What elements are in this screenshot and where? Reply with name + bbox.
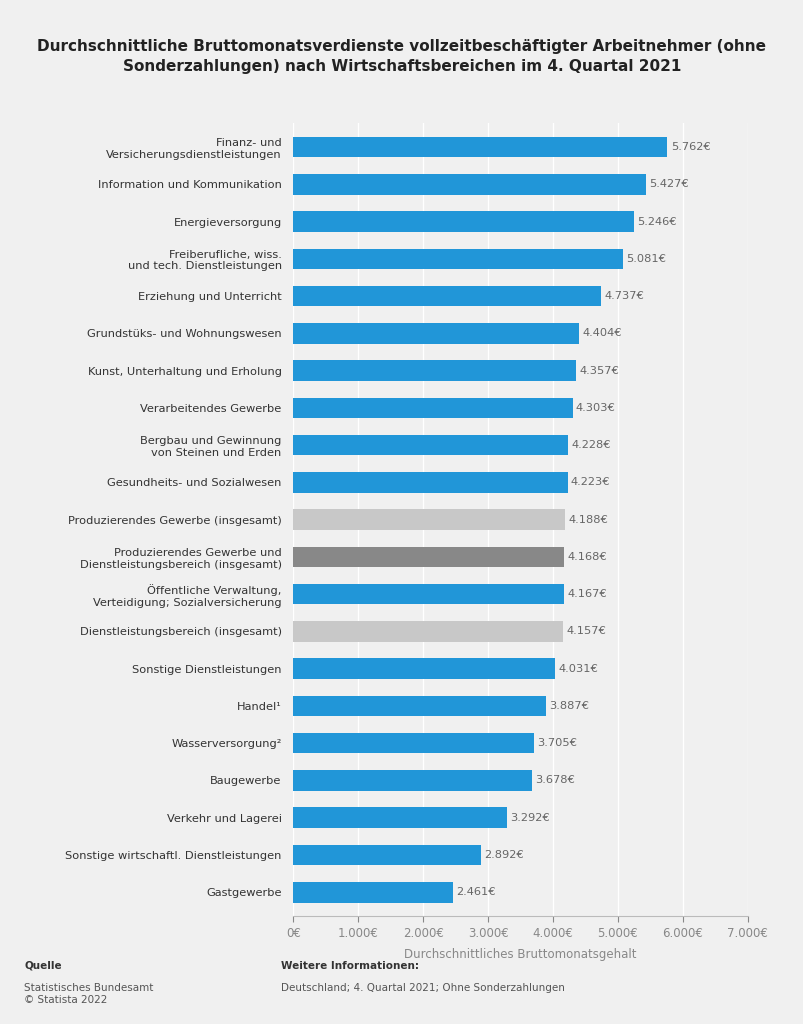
Bar (293, 584, 563, 604)
Bar (293, 733, 533, 754)
Text: 4.228€: 4.228€ (570, 440, 610, 451)
Text: 4.167€: 4.167€ (566, 589, 606, 599)
Bar (293, 249, 622, 269)
Text: 2.461€: 2.461€ (456, 887, 495, 897)
Text: 4.223€: 4.223€ (570, 477, 609, 487)
Bar (293, 658, 554, 679)
Text: Durchschnittliche Bruttomonatsverdienste vollzeitbeschäftigter Arbeitnehmer (ohn: Durchschnittliche Bruttomonatsverdienste… (38, 39, 765, 74)
Text: Weitere Informationen:: Weitere Informationen: (281, 961, 419, 971)
Bar (293, 137, 666, 158)
X-axis label: Durchschnittliches Bruttomonatsgehalt: Durchschnittliches Bruttomonatsgehalt (404, 948, 636, 962)
Bar (293, 360, 576, 381)
Bar (293, 397, 572, 418)
Bar (293, 622, 563, 642)
Bar (293, 695, 545, 716)
Text: 3.292€: 3.292€ (510, 813, 549, 822)
Bar (293, 286, 600, 306)
Text: 4.168€: 4.168€ (566, 552, 606, 562)
Text: 5.762€: 5.762€ (670, 142, 710, 153)
Text: 3.705€: 3.705€ (536, 738, 577, 749)
Text: Deutschland; 4. Quartal 2021; Ohne Sonderzahlungen: Deutschland; 4. Quartal 2021; Ohne Sonde… (281, 983, 565, 993)
Text: 4.031€: 4.031€ (557, 664, 597, 674)
Bar (293, 435, 567, 456)
Text: 3.887€: 3.887€ (548, 701, 589, 711)
Text: 5.427€: 5.427€ (648, 179, 688, 189)
Bar (293, 547, 563, 567)
Text: Statistisches Bundesamt
© Statista 2022: Statistisches Bundesamt © Statista 2022 (24, 983, 153, 1005)
Text: 3.678€: 3.678€ (535, 775, 574, 785)
Bar (293, 808, 507, 828)
Text: 4.404€: 4.404€ (582, 329, 622, 338)
Bar (293, 324, 578, 344)
Bar (293, 472, 567, 493)
Bar (293, 770, 532, 791)
Text: 4.737€: 4.737€ (603, 291, 643, 301)
Text: 4.303€: 4.303€ (575, 402, 615, 413)
Bar (293, 211, 633, 231)
Text: Quelle: Quelle (24, 961, 62, 971)
Bar (293, 174, 645, 195)
Text: 2.892€: 2.892€ (483, 850, 524, 860)
Text: 5.081€: 5.081€ (626, 254, 666, 264)
Bar (293, 509, 565, 530)
Bar (293, 845, 480, 865)
Text: 4.357€: 4.357€ (579, 366, 618, 376)
Bar (293, 882, 453, 902)
Text: 4.188€: 4.188€ (568, 515, 608, 524)
Text: 4.157€: 4.157€ (566, 627, 605, 637)
Text: 5.246€: 5.246€ (636, 217, 676, 226)
